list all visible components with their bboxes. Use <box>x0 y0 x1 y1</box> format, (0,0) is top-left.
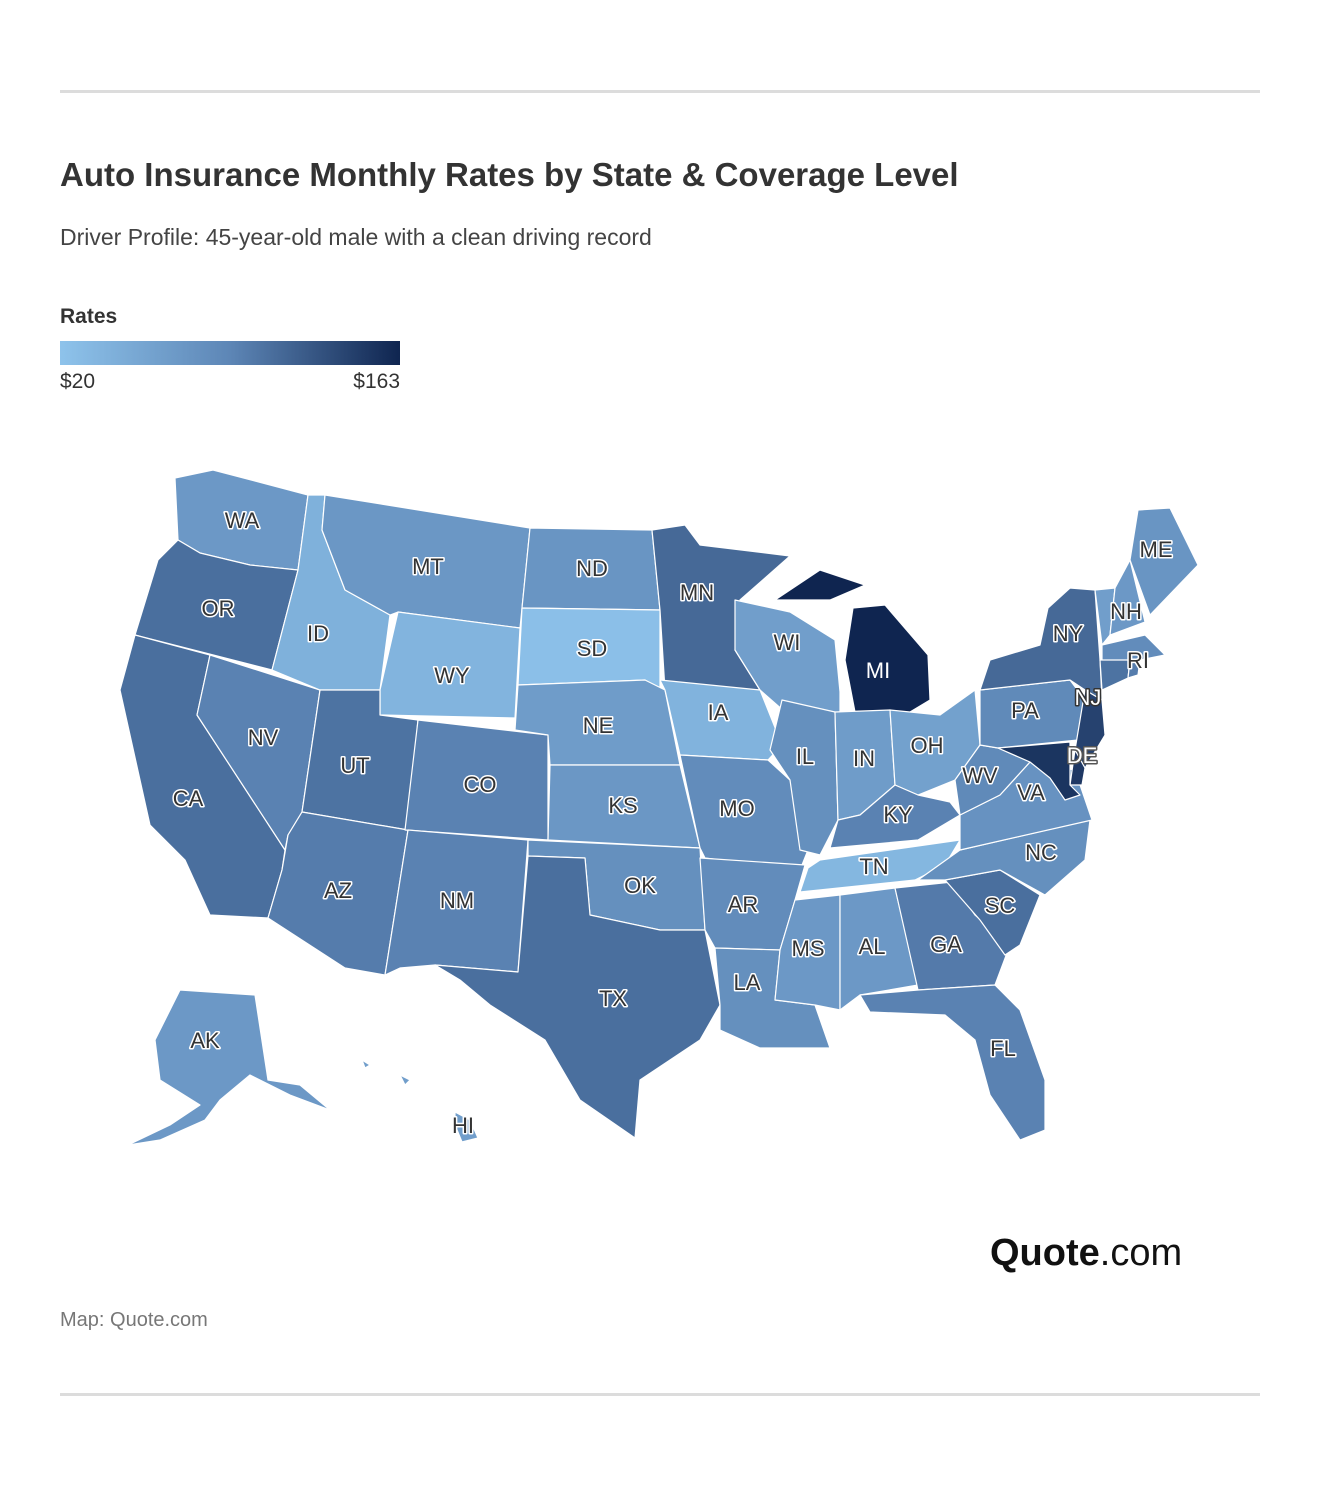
state-label-or: OR <box>202 596 235 621</box>
state-label-ga: GA <box>930 932 962 957</box>
bottom-divider <box>60 1393 1260 1396</box>
state-label-ne: NE <box>583 713 614 738</box>
state-label-nv: NV <box>248 725 279 750</box>
legend-min-label: $20 <box>60 370 96 393</box>
state-mi <box>774 569 931 716</box>
top-divider <box>60 90 1260 93</box>
state-label-tn: TN <box>859 854 888 879</box>
state-label-id: ID <box>307 621 329 646</box>
state-label-ia: IA <box>708 700 729 725</box>
state-label-il: IL <box>796 744 814 769</box>
logo-wordmark: Quote <box>990 1232 1100 1274</box>
state-label-mo: MO <box>719 796 754 821</box>
state-mo <box>679 754 813 871</box>
legend-gradient-bar <box>60 341 400 365</box>
state-label-me: ME <box>1140 537 1173 562</box>
state-label-ri: RI <box>1127 648 1149 673</box>
state-label-nh: NH <box>1110 599 1142 624</box>
state-wy <box>379 611 521 719</box>
state-fl <box>859 984 1046 1141</box>
state-label-wa: WA <box>225 508 260 533</box>
state-label-ok: OK <box>624 873 656 898</box>
state-label-ny: NY <box>1053 621 1084 646</box>
state-label-in: IN <box>853 746 875 771</box>
state-nj <box>1074 689 1106 769</box>
state-label-ut: UT <box>340 753 369 778</box>
state-label-de: DE <box>1067 743 1098 768</box>
state-label-nm: NM <box>440 888 474 913</box>
state-label-mt: MT <box>412 554 444 579</box>
state-label-oh: OH <box>911 733 944 758</box>
logo-suffix: .com <box>1099 1232 1183 1274</box>
state-md <box>997 741 1081 801</box>
state-label-nc: NC <box>1025 840 1057 865</box>
state-ny <box>979 587 1103 701</box>
state-tx <box>434 855 721 1139</box>
state-ak <box>127 989 331 1146</box>
state-label-az: AZ <box>324 878 352 903</box>
legend-title: Rates <box>60 305 118 328</box>
state-label-wv: WV <box>962 763 998 788</box>
state-label-tx: TX <box>599 986 627 1011</box>
state-label-va: VA <box>1017 780 1045 805</box>
page-subtitle: Driver Profile: 45-year-old male with a … <box>60 224 652 250</box>
state-ky <box>829 784 961 849</box>
state-label-pa: PA <box>1011 698 1039 723</box>
state-hi <box>361 1059 479 1143</box>
map-source: Map: Quote.com <box>60 1309 208 1331</box>
page-title: Auto Insurance Monthly Rates by State & … <box>60 156 959 193</box>
state-al <box>839 887 919 1011</box>
state-label-mi: MI <box>866 658 890 683</box>
state-shapes <box>119 469 1199 1146</box>
state-label-mn: MN <box>680 580 714 605</box>
state-ri <box>1127 659 1141 679</box>
state-label-fl: FL <box>990 1036 1016 1061</box>
state-label-la: LA <box>734 970 761 995</box>
state-label-nj: NJ <box>1075 685 1102 710</box>
state-de <box>1069 749 1086 786</box>
state-label-al: AL <box>859 934 886 959</box>
state-label-wi: WI <box>774 630 801 655</box>
state-labels: WA OR CA NV ID MT WY UT AZ CO NM ND SD NE KS OK TX MN IA MO… <box>171 507 1174 1140</box>
state-label-ar: AR <box>728 892 759 917</box>
state-label-sd: SD <box>577 636 608 661</box>
state-label-hi: HI <box>452 1113 474 1138</box>
state-label-ks: KS <box>608 793 637 818</box>
state-ct <box>1099 659 1131 691</box>
state-label-sc: SC <box>985 893 1016 918</box>
state-label-ky: KY <box>883 802 913 827</box>
state-ma <box>1101 634 1166 663</box>
state-label-wy: WY <box>434 663 470 688</box>
quote-logo: Quote.com <box>990 1232 1200 1275</box>
state-label-ak: AK <box>190 1028 220 1053</box>
state-nh <box>1109 559 1146 636</box>
state-label-nd: ND <box>576 556 608 581</box>
state-label-co: CO <box>464 772 497 797</box>
state-me <box>1129 507 1199 616</box>
legend-max-label: $163 <box>353 370 400 393</box>
state-label-ms: MS <box>792 936 825 961</box>
state-label-ca: CA <box>173 786 204 811</box>
